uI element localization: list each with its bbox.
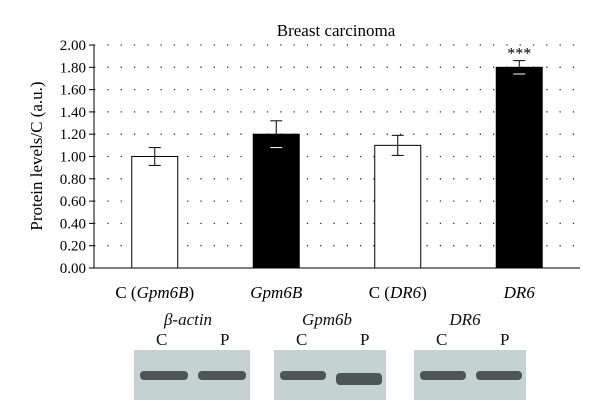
blot-title: β-actin xyxy=(163,310,213,329)
blot-image xyxy=(134,350,250,400)
y-tick-label: 1.60 xyxy=(60,83,86,99)
bar xyxy=(374,144,422,269)
protein-band xyxy=(476,371,522,380)
y-tick-label: 0.20 xyxy=(60,239,86,255)
significance-label: *** xyxy=(507,46,531,63)
lane-label: P xyxy=(220,330,230,349)
bar xyxy=(252,133,300,269)
y-tick-label: 0.00 xyxy=(60,261,86,277)
y-axis-label: Protein levels/C (a.u.) xyxy=(27,81,46,230)
blot-title: Gpm6b xyxy=(301,310,353,329)
y-tick-label: 2.00 xyxy=(60,38,86,54)
y-tick-label: 1.80 xyxy=(60,60,86,76)
protein-band xyxy=(420,371,466,380)
blot-image xyxy=(274,350,386,400)
x-tick-label: C (Gpm6B) xyxy=(115,283,194,302)
lane-label: C xyxy=(436,330,448,349)
blot-title: DR6 xyxy=(449,310,481,329)
lane-label: P xyxy=(360,330,370,349)
y-tick-label: 0.80 xyxy=(60,172,86,188)
bars: *** xyxy=(131,46,543,269)
y-tick-label: 1.00 xyxy=(60,150,86,166)
lane-label: C xyxy=(296,330,308,349)
lane-label: P xyxy=(500,330,510,349)
protein-band xyxy=(140,371,188,380)
x-tick-label: C (DR6) xyxy=(369,283,427,302)
y-tick-label: 0.60 xyxy=(60,194,86,210)
lane-label: C xyxy=(156,330,168,349)
protein-band xyxy=(336,373,382,385)
bar xyxy=(495,66,543,269)
blot-image xyxy=(414,350,526,400)
y-tick-label: 0.40 xyxy=(60,216,86,232)
y-axis-ticks: 0.00 0.20 0.40 0.60 0.80 1.00 1.20 1.40 1.60 1.80… xyxy=(60,38,94,277)
bar xyxy=(131,156,179,269)
x-tick-label: Gpm6B xyxy=(250,283,303,302)
protein-band xyxy=(198,371,246,380)
y-tick-label: 1.20 xyxy=(60,127,86,143)
protein-band xyxy=(280,371,326,380)
x-axis-ticks: C (Gpm6B) Gpm6B C (DR6) DR6 xyxy=(115,283,535,302)
chart-title: Breast carcinoma xyxy=(277,21,396,40)
y-tick-label: 1.40 xyxy=(60,105,86,121)
x-tick-label: DR6 xyxy=(503,283,536,302)
